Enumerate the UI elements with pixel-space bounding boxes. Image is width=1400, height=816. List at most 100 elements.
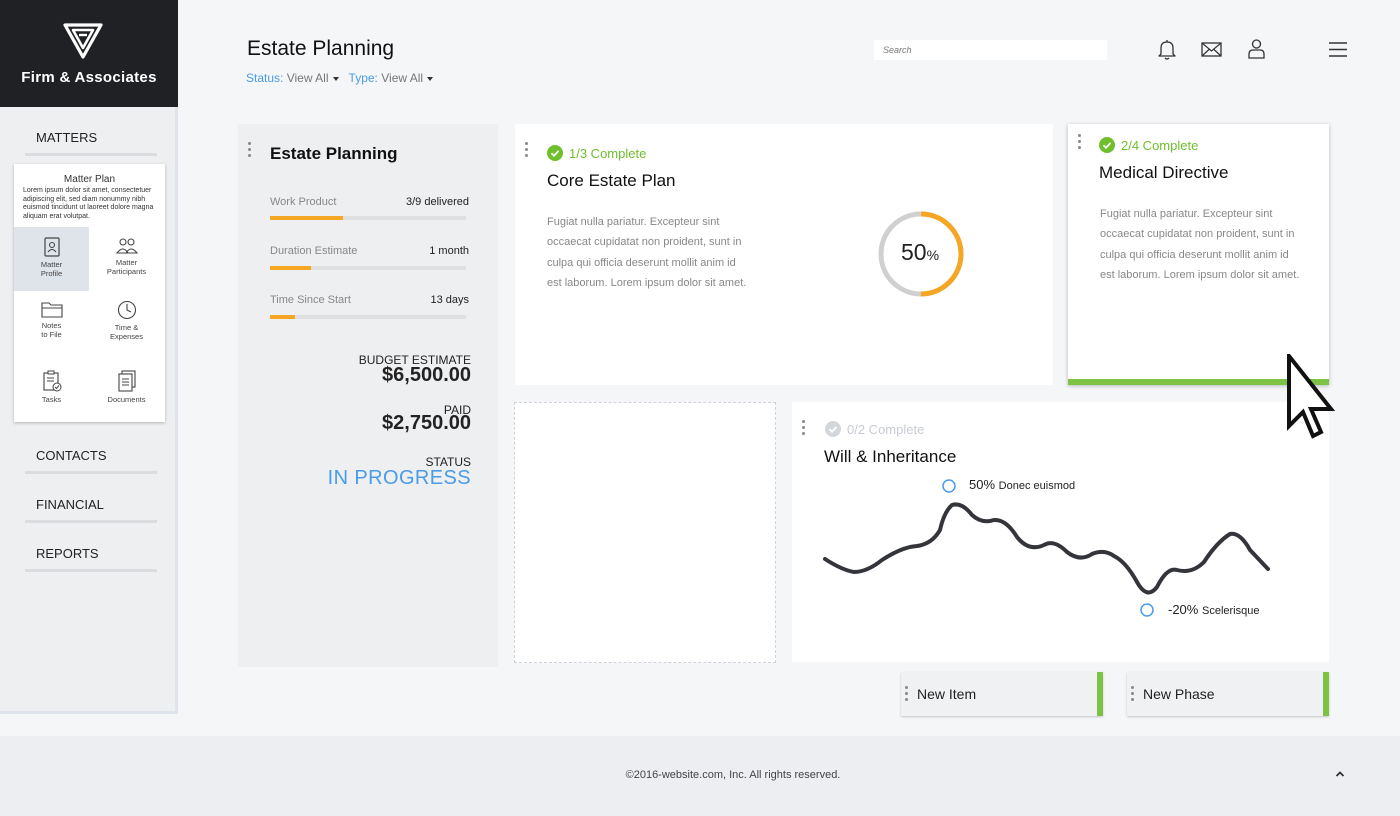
metric-label: Duration Estimate <box>270 245 358 257</box>
budget-value: $6,500.00 <box>382 364 471 386</box>
status-filter-value: View All <box>286 71 329 85</box>
copyright-text: ©2016-website.com, Inc. All rights reser… <box>625 769 841 781</box>
nav-matters[interactable]: MATTERS <box>25 130 157 156</box>
progress-fill <box>270 266 312 270</box>
sidebar: Firm & Associates MATTERS Matter Plan Lo… <box>0 0 178 714</box>
high-point-marker[interactable] <box>942 479 956 493</box>
type-filter-value: View All <box>381 71 424 85</box>
triangle-logo-icon <box>63 23 103 59</box>
summary-panel: Estate Planning Work Product 3/9 deliver… <box>238 124 498 667</box>
time-expenses-item[interactable]: Time & Expenses <box>89 294 164 358</box>
drag-handle-icon[interactable] <box>802 420 806 438</box>
brand-name: Firm & Associates <box>21 69 157 86</box>
participants-icon <box>115 238 138 254</box>
new-item-label: New Item <box>917 686 977 702</box>
matter-participants-line1: Matter <box>115 258 138 267</box>
check-circle-icon <box>1099 137 1115 153</box>
paid-value: $2,750.00 <box>382 412 471 434</box>
mail-icon[interactable] <box>1201 42 1222 57</box>
matter-participants-line2: Participants <box>106 267 147 276</box>
nav-financial[interactable]: FINANCIAL <box>25 497 157 523</box>
trend-line <box>823 502 1270 595</box>
time-since-start-progress <box>270 315 466 319</box>
caret-down-icon <box>332 76 339 81</box>
menu-icon[interactable] <box>1329 42 1347 57</box>
metric-label: Time Since Start <box>270 294 351 306</box>
new-phase-button[interactable]: New Phase <box>1127 672 1329 716</box>
core-estate-plan-card[interactable]: 1/3 Complete Core Estate Plan Fugiat nul… <box>515 124 1053 385</box>
medical-directive-card[interactable]: 2/4 Complete Medical Directive Fugiat nu… <box>1068 124 1329 385</box>
matter-profile-line1: Matter <box>40 260 63 269</box>
drag-handle-icon <box>905 686 909 704</box>
metric-value: 1 month <box>429 245 469 257</box>
matter-profile-line2: Profile <box>40 269 63 278</box>
tasks-label: Tasks <box>41 395 62 404</box>
search-input[interactable] <box>874 40 1107 60</box>
card-body: Fugiat nulla pariatur. Excepteur sint oc… <box>1100 208 1300 282</box>
matter-profile-item[interactable]: Matter Profile <box>14 227 89 291</box>
mouse-cursor-icon <box>1287 354 1336 439</box>
type-filter[interactable]: Type: View All <box>349 71 434 85</box>
type-filter-label: Type: <box>348 71 378 85</box>
completion-text: 2/4 Complete <box>1121 138 1199 153</box>
notes-to-file-item[interactable]: Notes to File <box>14 294 89 358</box>
notes-to-file-line1: Notes <box>41 321 62 330</box>
completion-status: 2/4 Complete <box>1099 137 1198 153</box>
donut-unit: % <box>926 247 940 263</box>
donut-value: 50 <box>901 239 927 265</box>
status-filter[interactable]: Status: View All <box>246 71 339 85</box>
matter-plan-description: Lorem ipsum dolor sit amet, consectetuer… <box>23 187 154 220</box>
new-phase-label: New Phase <box>1143 686 1215 702</box>
card-title: Medical Directive <box>1099 163 1229 182</box>
metric-value: 13 days <box>430 294 469 306</box>
check-circle-icon <box>825 421 841 437</box>
chevron-up-icon[interactable] <box>1335 770 1345 778</box>
card-title: Will & Inheritance <box>824 447 957 466</box>
bell-icon[interactable] <box>1157 39 1177 60</box>
drag-handle-icon[interactable] <box>248 142 252 160</box>
high-annotation-text: Donec euismod <box>998 480 1076 492</box>
completion-status: 1/3 Complete <box>547 145 646 161</box>
completion-text: 1/3 Complete <box>569 146 647 161</box>
footer: ©2016-website.com, Inc. All rights reser… <box>0 736 1400 816</box>
matter-participants-item[interactable]: Matter Participants <box>89 227 164 291</box>
time-expenses-line2: Expenses <box>110 332 143 341</box>
trend-line-chart <box>823 479 1270 617</box>
status-value: IN PROGRESS <box>327 467 471 489</box>
paid-label: PAID <box>443 403 471 417</box>
nav-contacts[interactable]: CONTACTS <box>25 448 157 474</box>
card-body: Fugiat nulla pariatur. Excepteur sint oc… <box>547 216 747 290</box>
low-point-marker[interactable] <box>1140 603 1154 617</box>
new-item-button[interactable]: New Item <box>901 672 1103 716</box>
duration-progress <box>270 266 466 270</box>
user-icon[interactable] <box>1248 39 1265 59</box>
drag-handle-icon[interactable] <box>525 142 529 160</box>
card-title: Core Estate Plan <box>547 171 676 190</box>
low-annotation: -20% Scelerisque <box>1168 602 1259 617</box>
empty-drop-zone[interactable] <box>514 402 776 663</box>
low-annotation-text: Scelerisque <box>1201 605 1260 617</box>
documents-item[interactable]: Documents <box>89 360 164 424</box>
brand-logo-area[interactable]: Firm & Associates <box>0 0 178 107</box>
time-expenses-line1: Time & <box>114 323 139 332</box>
documents-icon <box>117 370 136 392</box>
documents-label: Documents <box>107 395 146 404</box>
summary-title: Estate Planning <box>270 144 398 163</box>
will-inheritance-card[interactable]: 0/2 Complete Will & Inheritance 50% Done… <box>792 402 1329 662</box>
status-filter-label: Status: <box>246 71 284 85</box>
work-product-progress <box>270 216 466 220</box>
notes-to-file-line2: to File <box>41 330 62 339</box>
tasks-item[interactable]: Tasks <box>14 360 89 424</box>
donut-progress-arc <box>878 211 964 297</box>
check-circle-icon <box>547 145 563 161</box>
matter-plan-title: Matter Plan <box>63 174 116 185</box>
progress-donut <box>878 211 964 297</box>
matter-plan-card: Matter Plan Lorem ipsum dolor sit amet, … <box>14 164 165 422</box>
donut-label: 50% <box>901 239 939 266</box>
completion-text: 0/2 Complete <box>847 422 925 437</box>
nav-reports[interactable]: REPORTS <box>25 546 157 572</box>
status-label: STATUS <box>425 455 471 469</box>
drag-handle-icon[interactable] <box>1078 134 1082 152</box>
completion-status: 0/2 Complete <box>825 421 924 437</box>
budget-label: BUDGET ESTIMATE <box>358 353 471 367</box>
